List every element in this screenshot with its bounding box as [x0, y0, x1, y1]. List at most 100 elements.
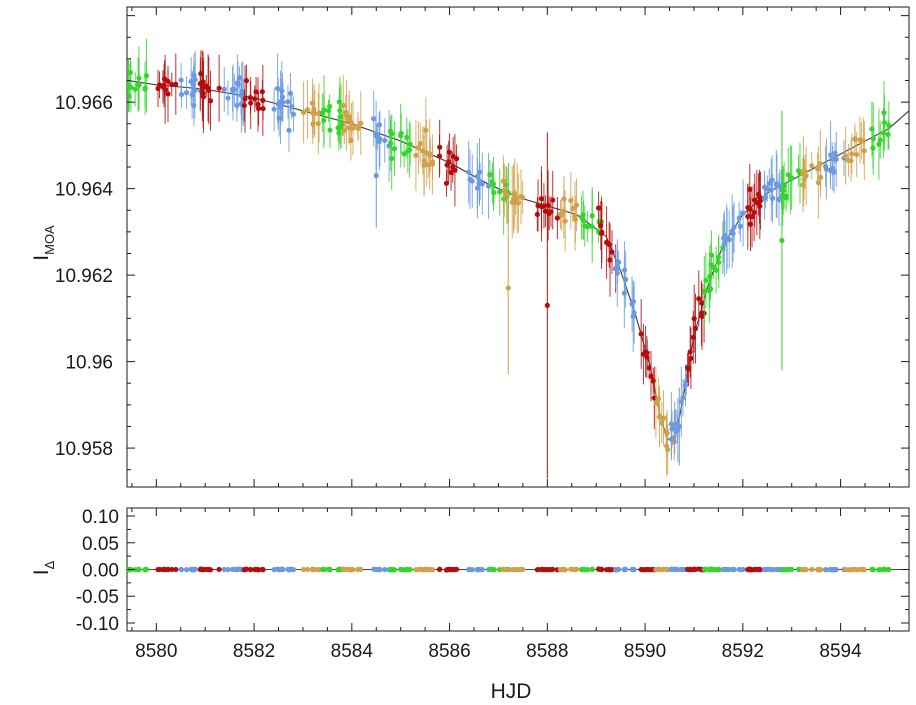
residual-point [870, 566, 876, 573]
data-point [340, 102, 346, 109]
residual-point [795, 566, 802, 572]
data-point [885, 131, 891, 138]
data-point [833, 156, 839, 162]
residual-point [221, 566, 227, 573]
data-point [321, 107, 327, 113]
data-point [382, 137, 388, 144]
data-point [768, 187, 774, 193]
data-point [557, 211, 564, 217]
residual-point [716, 567, 722, 573]
data-point [827, 152, 834, 158]
data-point [623, 276, 629, 283]
data-point [160, 84, 166, 90]
residual-point [304, 566, 311, 573]
residual-point [630, 567, 636, 573]
residual-point [135, 566, 141, 573]
data-point [135, 82, 141, 88]
main-y-tick-label: 10.966 [55, 93, 113, 114]
data-point [221, 86, 227, 92]
data-point [736, 215, 742, 221]
residual-point [178, 566, 184, 572]
residual-point [241, 567, 247, 573]
data-point [630, 313, 636, 319]
residual-point [745, 567, 751, 573]
data-point [189, 92, 195, 98]
main-ylabel-sub: MOA [42, 225, 57, 255]
data-point [861, 148, 867, 154]
data-point [757, 203, 763, 209]
residual-point [573, 566, 580, 572]
residual-point [350, 566, 356, 573]
data-point [692, 325, 699, 332]
data-point [241, 102, 247, 109]
data-point [315, 120, 321, 127]
main-y-tick-label: 10.96 [65, 353, 113, 374]
data-point [562, 218, 568, 224]
residual-point [450, 566, 456, 572]
data-point [417, 140, 423, 147]
data-point [544, 302, 550, 308]
data-point [127, 93, 132, 99]
data-point [638, 331, 644, 337]
residual-point [640, 567, 647, 573]
data-point [446, 149, 452, 155]
residual-point [578, 566, 585, 573]
x-tick-label: 8592 [722, 641, 764, 662]
data-point [589, 224, 595, 230]
data-point [136, 75, 142, 81]
residual-point [800, 567, 806, 573]
residual-point [538, 566, 545, 573]
data-point [427, 151, 433, 157]
data-point [690, 334, 696, 340]
main-y-tick-label: 10.962 [55, 266, 113, 287]
data-point [687, 349, 693, 355]
x-tick-label: 8594 [819, 641, 862, 662]
residual-point [415, 566, 421, 573]
data-point [255, 101, 261, 108]
data-point [501, 188, 507, 194]
data-point [534, 211, 540, 218]
data-point [421, 162, 427, 169]
data-point [870, 136, 876, 142]
main-frame [126, 6, 910, 488]
data-point [404, 134, 410, 141]
data-point [606, 241, 612, 248]
data-point [582, 223, 588, 229]
residual-point [512, 566, 518, 573]
data-point [450, 153, 456, 159]
data-point [327, 103, 333, 110]
data-point [388, 140, 394, 146]
residual-point [247, 566, 254, 573]
residual-point [876, 567, 882, 573]
data-point [779, 237, 785, 244]
main-ticks-layer: 10.958 10.96 10.962 10.964 10.966 [55, 7, 909, 487]
data-point [614, 263, 621, 269]
data-point [413, 152, 419, 158]
data-point [242, 96, 248, 102]
data-point [420, 148, 426, 154]
x-tick-label: 8590 [624, 641, 666, 662]
data-point [668, 421, 674, 427]
residual-point [607, 567, 613, 573]
residual-point [165, 567, 171, 573]
residual-point [216, 566, 222, 573]
data-point [173, 81, 179, 87]
residual-point [827, 567, 833, 573]
residual-point [169, 566, 175, 573]
data-point [274, 85, 281, 92]
data-point [876, 141, 882, 147]
residual-point [199, 566, 205, 573]
data-point [787, 177, 794, 183]
residual-point [550, 566, 556, 572]
data-point [818, 174, 824, 180]
residual-point [190, 566, 197, 572]
residual-point [398, 566, 404, 572]
data-point [827, 167, 833, 173]
data-point [355, 125, 361, 131]
data-point [823, 166, 830, 172]
data-point [713, 267, 719, 273]
data-point [271, 106, 277, 112]
data-point [678, 399, 684, 405]
residual-point [343, 566, 349, 572]
data-point [423, 127, 429, 133]
